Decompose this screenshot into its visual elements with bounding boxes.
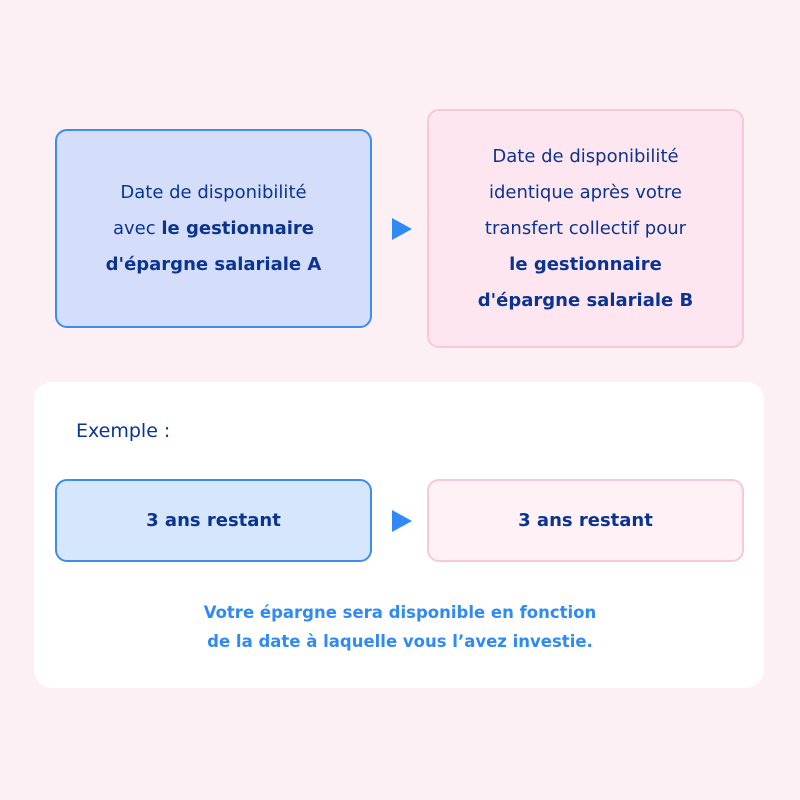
text-line: Date de disponibilité [120,181,307,203]
arrow-right-icon [392,510,412,532]
text-line: le gestionnaire [478,247,693,283]
text-line: Date de disponibilité [492,145,679,167]
text-bold: le gestionnaire [161,217,314,239]
arrow-right-icon [392,218,412,240]
box-manager-b: Date de disponibilité identique après vo… [427,109,744,348]
footer-line: Votre épargne sera disponible en fonctio… [203,603,597,622]
text-bold: d'épargne salariale A [105,253,322,275]
example-box-a-text: 3 ans restant [146,509,281,531]
text-line: d'épargne salariale B [478,283,693,319]
text-line: avec le gestionnaire [106,211,322,247]
box-manager-a-text: Date de disponibilité avec le gestionnai… [106,175,322,283]
text-bold: le gestionnaire [509,253,662,275]
box-manager-a: Date de disponibilité avec le gestionnai… [55,129,372,328]
text-line: transfert collectif pour [484,217,687,239]
footer-line: de la date à laquelle vous l’avez invest… [207,632,593,651]
text-bold: d'épargne salariale B [477,289,694,311]
example-label: Exemple : [76,420,171,442]
text-line: identique après votre [488,181,683,203]
example-box-b: 3 ans restant [427,479,744,562]
example-box-a: 3 ans restant [55,479,372,562]
example-footer: Votre épargne sera disponible en fonctio… [0,598,800,656]
example-box-b-text: 3 ans restant [518,509,653,531]
text-line: d'épargne salariale A [106,247,322,283]
text-plain: avec [112,217,162,239]
box-manager-b-text: Date de disponibilité identique après vo… [478,139,693,319]
